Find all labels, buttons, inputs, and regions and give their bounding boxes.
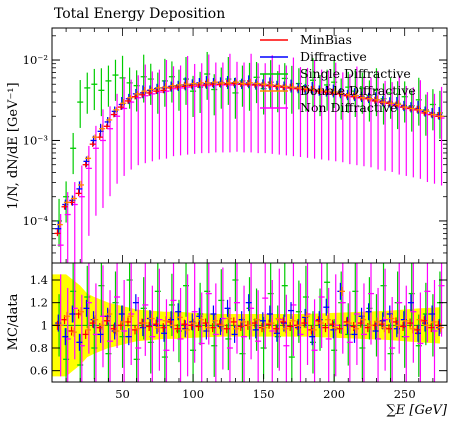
ratio-series-layer: [54, 263, 445, 382]
legend: MinBias Diffractive Single Diffractive Doub…: [260, 32, 416, 115]
ratio-tick-label: 0.6: [30, 364, 48, 378]
ratio-tick-label: 1.4: [30, 273, 48, 287]
ratio-axis-label: MC/data: [6, 293, 21, 350]
legend-label-diffractive: Diffractive: [300, 49, 367, 64]
legend-label-minbias: MinBias: [300, 32, 352, 47]
x-tick-label: 200: [323, 387, 345, 401]
ratio-tick-label: 1.2: [30, 296, 48, 310]
x-axis: 50 100 150 200 250: [65, 374, 434, 401]
ratio-tick-label: 0.8: [30, 341, 48, 355]
chart-title: Total Energy Deposition: [54, 6, 225, 22]
ratio-panel: 0.6 0.8 1 1.2 1.4 50 100 150 200 250: [30, 262, 448, 401]
main-panel: 10⁻⁴ 10⁻³ 10⁻² MinBias Diffractive Single Di…: [23, 27, 448, 264]
y-axis-label: 1/N, dN/dE [GeV⁻¹]: [6, 82, 21, 209]
main-x-axis-ticks: [65, 28, 434, 263]
legend-label-double-diffractive: Double Diffractive: [300, 83, 416, 98]
ratio-tick-label: 1: [41, 318, 48, 332]
y-tick-label: 10⁻²: [23, 53, 48, 67]
y-tick-label: 10⁻⁴: [23, 214, 49, 228]
main-series-layer: [54, 51, 445, 263]
x-tick-label: 250: [394, 387, 416, 401]
ratio-y-axis: 0.6 0.8 1 1.2 1.4: [30, 273, 447, 378]
x-tick-label: 50: [115, 387, 130, 401]
legend-label-non-diffractive: Non Diffractive: [300, 100, 397, 115]
legend-label-single-diffractive: Single Diffractive: [300, 66, 411, 81]
x-axis-label: ∑E [GeV]: [386, 403, 447, 418]
x-tick-label: 100: [182, 387, 204, 401]
y-tick-label: 10⁻³: [23, 133, 49, 147]
x-tick-label: 150: [253, 387, 275, 401]
